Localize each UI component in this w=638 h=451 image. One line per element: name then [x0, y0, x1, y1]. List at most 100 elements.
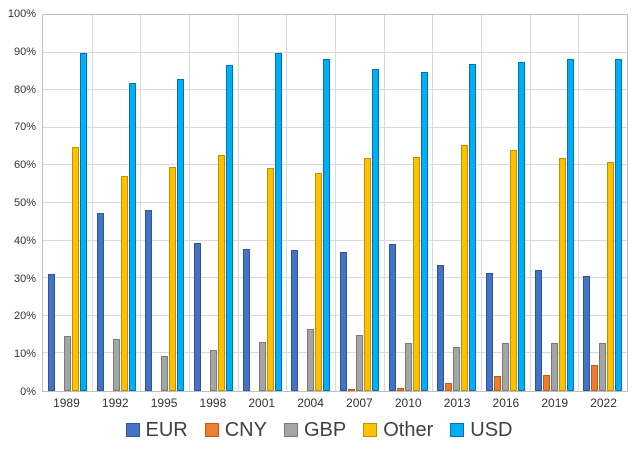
gridline	[481, 15, 482, 391]
y-tick-label: 10%	[13, 348, 36, 361]
bar-group-2019	[530, 15, 579, 391]
bar-group-2010	[384, 15, 433, 391]
legend-swatch-cny	[204, 423, 219, 437]
bar-eur-2010	[388, 244, 396, 391]
bar-gbp-2016	[501, 342, 509, 391]
legend-item-other: Other	[363, 419, 433, 442]
y-tick-label: 30%	[13, 272, 36, 285]
legend-label-eur: EUR	[145, 418, 188, 441]
bar-group-1992	[92, 15, 141, 391]
legend-item-gbp: GBP	[283, 418, 347, 442]
vertical-gridlines	[43, 15, 627, 391]
bar-group-2022	[578, 15, 627, 391]
bar-other-2004	[315, 172, 323, 391]
legend-label-other: Other	[383, 418, 434, 441]
bar-group-2004	[286, 15, 335, 391]
bar-other-2001	[266, 168, 274, 391]
x-tick-label: 1998	[199, 396, 227, 410]
gridline	[529, 15, 531, 391]
bar-gbp-2010	[404, 342, 412, 391]
bar-usd-2016	[517, 62, 525, 391]
x-tick-label: 1989	[53, 396, 80, 410]
bar-usd-1989	[79, 52, 87, 391]
bar-gbp-1992	[112, 339, 120, 391]
bar-group-2007	[335, 15, 384, 391]
legend-item-usd: USD	[450, 419, 512, 442]
bar-usd-2013	[469, 63, 477, 391]
x-tick-label: 2019	[541, 396, 569, 410]
bar-eur-1992	[96, 213, 104, 391]
gridline	[432, 15, 434, 391]
legend-swatch-other	[363, 423, 378, 437]
bar-eur-2001	[242, 248, 250, 391]
x-tick-label: 1992	[101, 396, 129, 410]
legend: EUR CNY GBP Other USD	[0, 415, 638, 445]
plot-area	[42, 14, 628, 392]
x-tick-label: 2016	[492, 396, 520, 410]
bar-group-2016	[481, 15, 530, 391]
bar-group-1995	[140, 15, 189, 391]
bar-usd-1998	[225, 64, 233, 391]
x-axis-labels: 1989 1992 1995 1998 2001 2004 2007 2010 2013 2016…	[42, 396, 628, 411]
bar-other-2016	[509, 149, 517, 391]
bar-eur-1995	[145, 209, 153, 391]
y-axis-labels: 0% 10% 20% 30% 40% 50% 60% 70% 80% 90% 100%	[0, 8, 38, 398]
bar-eur-2004	[291, 250, 299, 391]
y-tick-label: 40%	[13, 234, 36, 247]
bar-other-1989	[71, 146, 79, 391]
bar-group-1989	[43, 15, 92, 391]
bar-other-2007	[363, 157, 371, 391]
x-tick-label: 2004	[297, 396, 324, 410]
y-tick-label: 100%	[7, 8, 36, 20]
bar-other-2010	[412, 156, 420, 391]
y-tick-label: 60%	[13, 159, 36, 172]
bar-other-2022	[607, 161, 615, 391]
legend-swatch-usd	[450, 423, 465, 437]
bar-eur-2013	[437, 265, 445, 391]
y-tick-label: 70%	[13, 121, 36, 134]
bar-eur-2007	[339, 251, 347, 391]
bar-cny-2010	[396, 387, 404, 391]
y-tick-label: 0%	[20, 386, 36, 398]
bar-usd-2019	[566, 58, 574, 391]
bar-usd-2007	[371, 68, 379, 391]
bar-usd-2004	[323, 59, 331, 391]
bar-series-area	[43, 15, 627, 391]
x-tick-label: 1995	[150, 396, 178, 410]
y-tick-label: 90%	[13, 45, 36, 58]
bar-usd-2001	[274, 52, 282, 391]
x-tick-label: 2007	[346, 396, 373, 410]
bar-gbp-2001	[258, 342, 266, 391]
bar-gbp-1989	[63, 336, 71, 391]
bar-gbp-2019	[550, 342, 558, 391]
bar-gbp-2004	[307, 328, 315, 391]
gridline	[237, 15, 239, 391]
y-tick-label: 50%	[13, 197, 36, 209]
x-tick-label: 2010	[394, 396, 422, 410]
gridline	[578, 15, 580, 391]
legend-label-usd: USD	[470, 418, 513, 441]
bar-group-1998	[189, 15, 238, 391]
bar-eur-2022	[583, 276, 591, 391]
gridline	[286, 15, 288, 391]
bar-other-1998	[217, 154, 225, 391]
x-tick-label: 2001	[248, 396, 276, 410]
bar-other-2019	[558, 157, 566, 391]
bar-gbp-1995	[161, 355, 169, 391]
gridline	[383, 15, 385, 391]
bar-other-1995	[169, 167, 177, 391]
gridline	[189, 15, 190, 391]
bar-eur-1989	[47, 274, 55, 391]
y-tick-label: 80%	[13, 83, 36, 96]
bar-gbp-2013	[453, 346, 461, 391]
bar-cny-2022	[591, 364, 599, 391]
gridline	[91, 15, 93, 391]
bar-usd-2010	[420, 71, 428, 391]
legend-label-cny: CNY	[224, 418, 267, 441]
bar-group-2001	[238, 15, 287, 391]
legend-label-gbp: GBP	[303, 418, 347, 441]
x-tick-label: 2022	[590, 396, 617, 410]
bar-gbp-2022	[599, 342, 607, 391]
bar-other-2013	[461, 144, 469, 391]
